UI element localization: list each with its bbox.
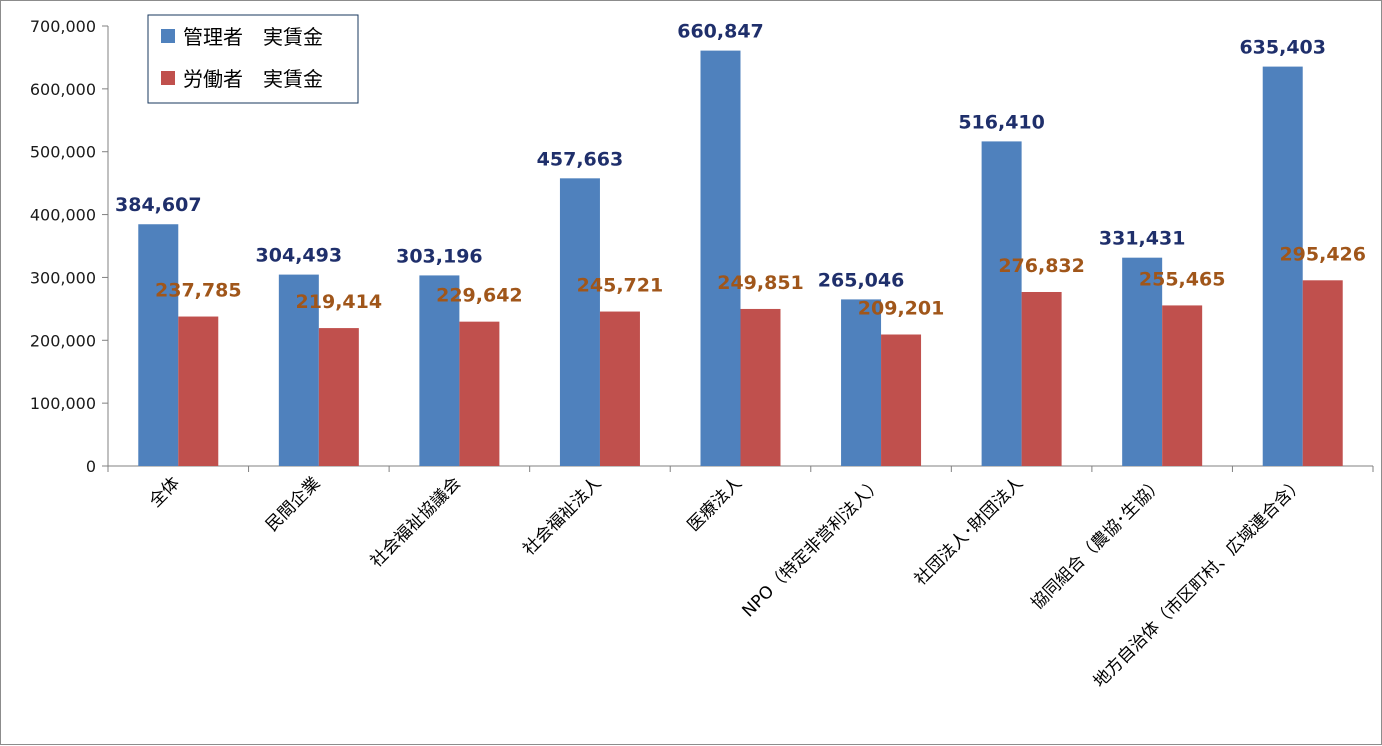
bar-worker [740, 308, 781, 466]
category-label: NPO（特定非営利法人） [739, 473, 887, 621]
category-label: 協同組合（農協･生協） [1027, 473, 1167, 613]
data-label-worker: 245,721 [577, 275, 664, 297]
data-label-worker: 237,785 [155, 280, 242, 302]
y-tick-label: 100,000 [30, 394, 96, 413]
data-label-worker: 295,426 [1279, 243, 1366, 265]
category-label: 医療法人 [684, 473, 746, 535]
data-label-worker: 249,851 [717, 272, 804, 294]
bar-manager [841, 299, 882, 466]
data-label-worker: 229,642 [436, 285, 523, 307]
y-tick-label: 300,000 [30, 268, 96, 287]
category-label: 社会福祉法人 [519, 473, 605, 559]
y-tick-label: 400,000 [30, 206, 96, 225]
bar-worker [178, 316, 219, 466]
bar-manager [559, 178, 600, 466]
category-label: 全体 [146, 473, 184, 511]
category-label: 社会福祉協議会 [367, 473, 465, 571]
bar-manager [138, 224, 179, 466]
data-label-manager: 331,431 [1099, 228, 1186, 250]
data-label-manager: 457,663 [537, 148, 624, 170]
bar-worker [1302, 280, 1343, 466]
bar-manager [1122, 257, 1163, 466]
legend-swatch-manager [161, 29, 175, 43]
y-tick-label: 700,000 [30, 17, 96, 36]
data-label-manager: 265,046 [818, 269, 905, 291]
y-tick-label: 200,000 [30, 331, 96, 350]
bar-worker [881, 334, 922, 466]
bar-worker [599, 311, 640, 466]
data-label-manager: 660,847 [677, 21, 764, 43]
legend-box [147, 14, 359, 104]
bar-worker [1021, 291, 1062, 466]
data-label-worker: 219,414 [296, 291, 383, 313]
category-label: 民間企業 [262, 473, 324, 535]
bar-manager [1262, 66, 1303, 467]
bar-manager [278, 274, 319, 466]
data-label-manager: 384,607 [115, 194, 202, 216]
category-label: 社団法人･財団法人 [911, 473, 1027, 589]
y-tick-label: 600,000 [30, 80, 96, 99]
legend-label-manager: 管理者 実賃金 [183, 25, 323, 49]
bar-worker [1162, 305, 1203, 466]
bar-worker [318, 328, 359, 466]
data-label-manager: 303,196 [396, 245, 483, 267]
data-label-manager: 635,403 [1239, 37, 1326, 59]
data-label-worker: 276,832 [998, 255, 1085, 277]
bar-manager [700, 50, 741, 466]
legend-swatch-worker [161, 71, 175, 85]
y-tick-label: 500,000 [30, 143, 96, 162]
bar-manager [419, 275, 460, 466]
y-tick-label: 0 [86, 457, 96, 476]
data-label-worker: 255,465 [1139, 268, 1226, 290]
data-label-worker: 209,201 [858, 298, 945, 320]
bar-worker [459, 321, 500, 466]
legend-label-worker: 労働者 実賃金 [183, 67, 323, 91]
data-label-manager: 304,493 [256, 245, 343, 267]
bar-manager [981, 141, 1022, 467]
data-label-manager: 516,410 [958, 111, 1045, 133]
